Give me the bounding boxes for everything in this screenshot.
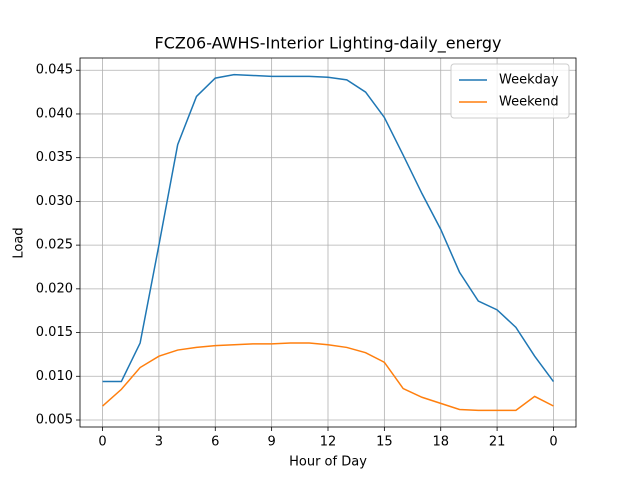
chart-title: FCZ06-AWHS-Interior Lighting-daily_energ…: [155, 34, 502, 54]
y-tick-label: 0.015: [36, 325, 73, 340]
x-tick-label: 18: [432, 435, 449, 450]
x-tick-label: 6: [211, 435, 219, 450]
plot-frame: [79, 57, 577, 428]
x-axis-label: Hour of Day: [289, 455, 367, 470]
x-tick-label: 0: [549, 435, 557, 450]
line-series: [102, 342, 554, 412]
y-tick-label: 0.040: [36, 106, 73, 121]
y-axis-label: Load: [12, 227, 27, 258]
y-tick-label: 0.010: [36, 369, 73, 384]
line-series: [102, 73, 555, 383]
x-tick-label: 3: [155, 435, 163, 450]
y-tick-label: 0.005: [36, 413, 73, 428]
y-tick-label: 0.045: [36, 63, 73, 78]
y-tick-label: 0.030: [36, 194, 73, 209]
legend-label: Weekend: [499, 95, 559, 110]
legend-box: [450, 63, 570, 119]
y-tick-label: 0.035: [36, 150, 73, 165]
x-tick-label: 0: [98, 435, 106, 450]
x-tick-label: 9: [267, 435, 275, 450]
y-tick-label: 0.025: [36, 238, 73, 253]
x-tick-label: 21: [489, 435, 506, 450]
x-tick-label: 15: [376, 435, 393, 450]
y-tick-label: 0.020: [36, 281, 73, 296]
legend-label: Weekday: [499, 73, 559, 88]
x-tick-label: 12: [320, 435, 337, 450]
